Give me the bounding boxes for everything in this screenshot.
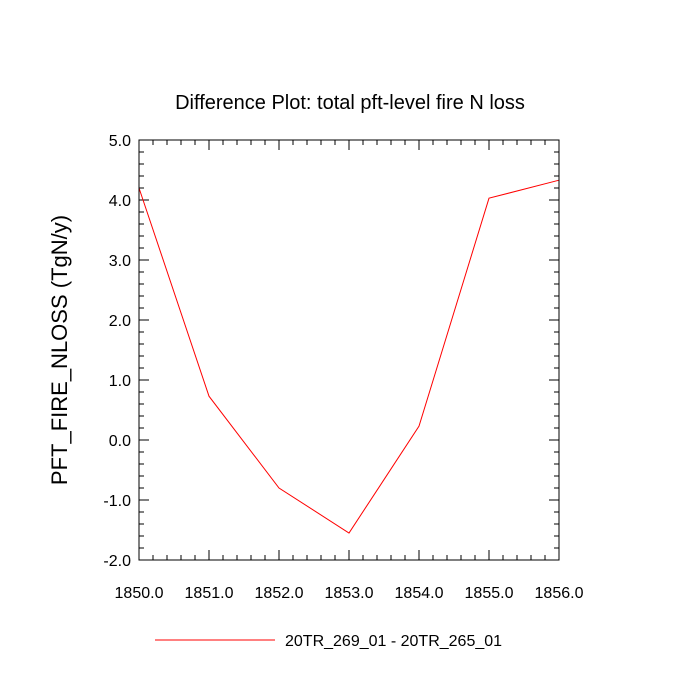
x-tick-label: 1854.0 [395,585,444,602]
y-axis-label: PFT_FIRE_NLOSS (TgN/y) [47,215,72,485]
y-tick-label: 1.0 [109,373,131,390]
y-tick-label: -2.0 [103,553,131,570]
legend: 20TR_269_01 - 20TR_265_01 [155,633,502,650]
minor-ticks [139,140,559,560]
y-tick-label: 2.0 [109,313,131,330]
y-tick-label: 5.0 [109,133,131,150]
series-layer [138,179,560,534]
x-tick-label: 1852.0 [255,585,304,602]
legend-label: 20TR_269_01 - 20TR_265_01 [285,633,502,650]
y-tick-labels: -2.0 -1.0 0.0 1.0 2.0 3.0 4.0 5.0 [103,133,131,570]
major-ticks [138,139,560,561]
series-line-0 [138,179,560,534]
y-tick-label: 3.0 [109,253,131,270]
x-tick-label: 1853.0 [325,585,374,602]
y-tick-label: 4.0 [109,193,131,210]
plot-frame [138,139,560,561]
y-tick-label: -1.0 [103,493,131,510]
x-tick-labels: 1850.0 1851.0 1852.0 1853.0 1854.0 1855.0 1856… [115,585,584,602]
x-tick-label: 1855.0 [465,585,514,602]
x-tick-label: 1851.0 [185,585,234,602]
y-tick-label: 0.0 [109,433,131,450]
chart-title: Difference Plot: total pft-level fire N … [175,92,525,114]
x-tick-label: 1850.0 [115,585,164,602]
x-tick-label: 1856.0 [535,585,584,602]
